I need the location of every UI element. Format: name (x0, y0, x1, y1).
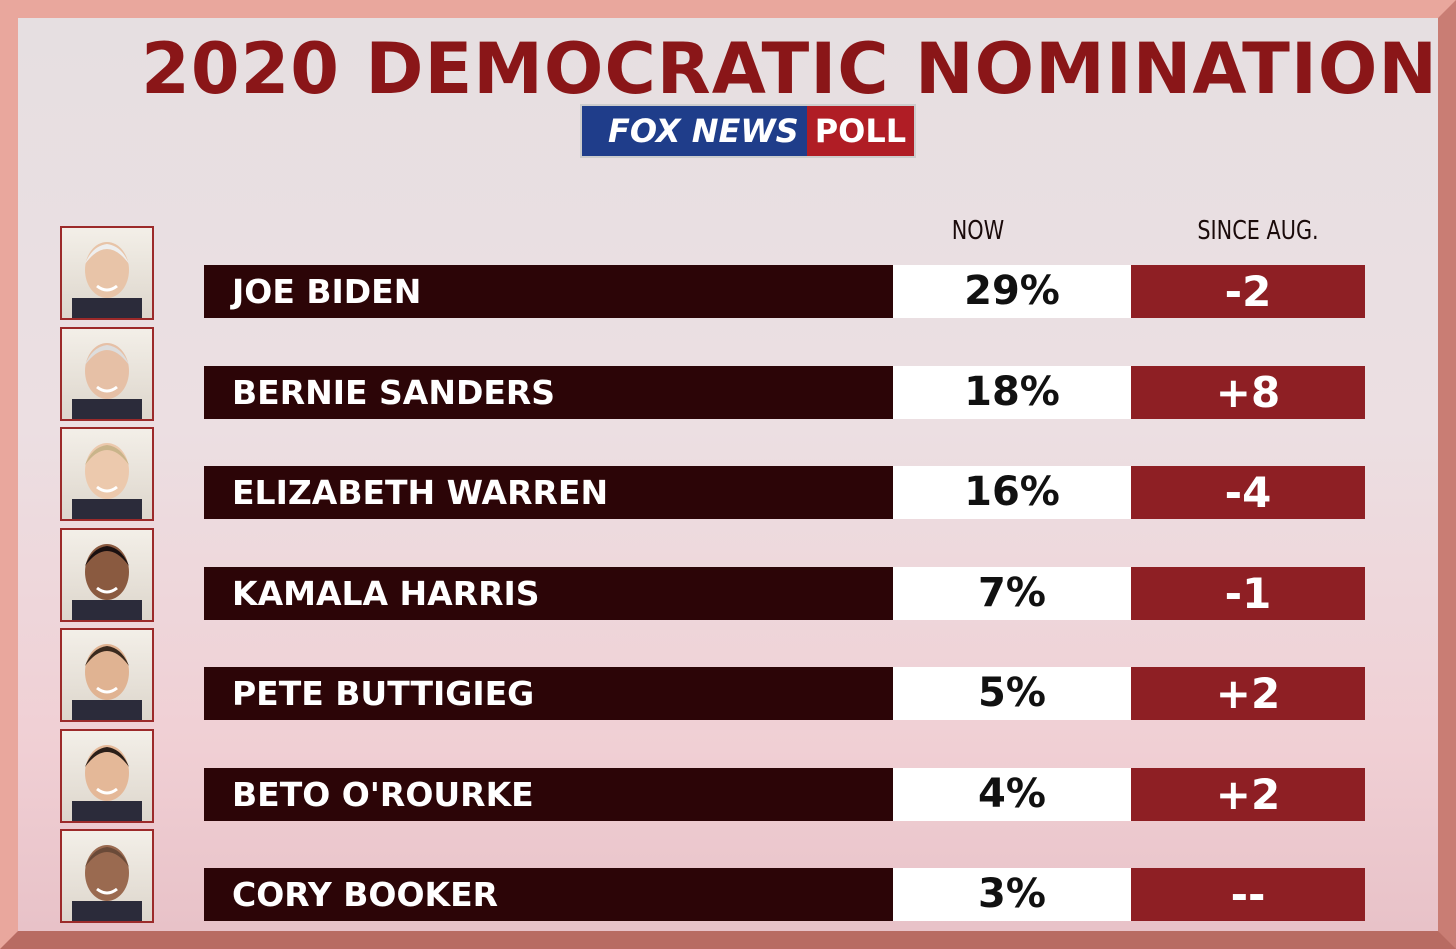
candidate-name: JOE BIDEN (204, 265, 893, 318)
portrait-art (72, 845, 142, 921)
portrait-art (72, 242, 142, 318)
candidate-name: ELIZABETH WARREN (204, 466, 893, 519)
portrait-art (72, 744, 142, 821)
now-percent: 4% (893, 767, 1131, 821)
logo: FOX NEWS POLL (580, 104, 917, 158)
now-percent: 3% (893, 868, 1131, 921)
logo-tag: POLL (806, 106, 915, 156)
logo-network: FOX NEWS (582, 106, 807, 156)
candidate-name: BERNIE SANDERS (204, 365, 893, 419)
portrait (60, 829, 154, 923)
change-since-aug: +8 (1131, 365, 1365, 419)
change-since-aug: +2 (1131, 767, 1365, 821)
portrait-art (72, 644, 142, 720)
portrait (60, 628, 154, 722)
now-percent: 18% (893, 365, 1131, 419)
portrait (60, 728, 154, 823)
portrait (60, 226, 154, 320)
change-since-aug: -4 (1131, 466, 1365, 519)
portrait (60, 326, 154, 421)
title: 2020 DEMOCRATIC NOMINATION (141, 28, 1438, 110)
portrait (60, 527, 154, 622)
change-since-aug: -- (1131, 868, 1365, 921)
now-percent: 7% (893, 566, 1131, 620)
change-since-aug: -2 (1131, 265, 1365, 318)
candidate-name: BETO O'ROURKE (204, 767, 893, 821)
now-percent: 5% (893, 667, 1131, 720)
portrait-art (72, 342, 142, 419)
candidate-name: PETE BUTTIGIEG (204, 667, 893, 720)
change-since-aug: -1 (1131, 566, 1365, 620)
column-header: SINCE AUG. (1197, 216, 1319, 246)
portrait-art (72, 543, 142, 620)
now-percent: 16% (893, 466, 1131, 519)
portrait-art (72, 443, 142, 519)
candidate-name: CORY BOOKER (204, 868, 893, 921)
change-since-aug: +2 (1131, 667, 1365, 720)
column-header: NOW (951, 216, 1005, 246)
candidate-name: KAMALA HARRIS (204, 566, 893, 620)
portrait (60, 427, 154, 521)
now-percent: 29% (893, 265, 1131, 318)
